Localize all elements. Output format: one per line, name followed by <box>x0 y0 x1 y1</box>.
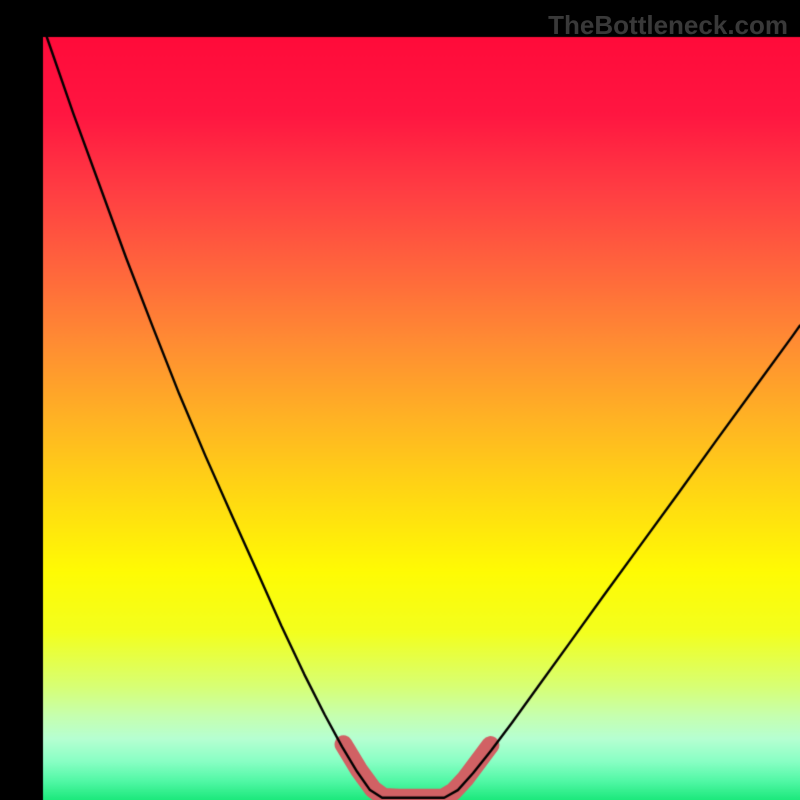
chart-container: TheBottleneck.com <box>0 0 800 800</box>
bottleneck-curve-chart <box>0 0 800 800</box>
